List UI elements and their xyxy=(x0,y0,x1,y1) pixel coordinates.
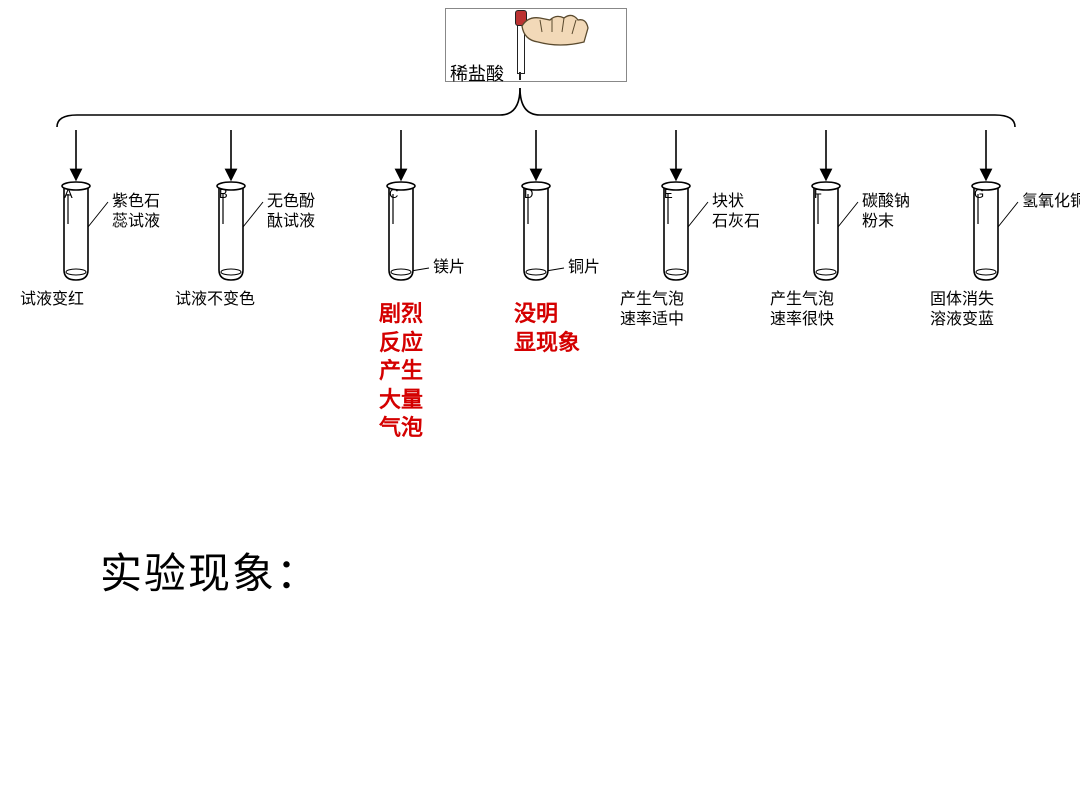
hand-icon xyxy=(520,12,590,48)
reagent-label-F: 碳酸钠 粉末 xyxy=(862,192,910,232)
dropper-label: 稀盐酸 xyxy=(450,60,504,86)
result-label-D: 没明 显现象 xyxy=(514,300,580,357)
tube-letter: E xyxy=(664,186,673,201)
reagent-label-D: 铜片 xyxy=(568,258,600,278)
test-tube-C: C xyxy=(385,180,417,284)
reagent-label-A: 紫色石 蕊试液 xyxy=(112,192,160,232)
reagent-label-G: 氢氧化铜 xyxy=(1022,192,1080,212)
result-label-B: 试液不变色 xyxy=(175,290,255,310)
result-label-E: 产生气泡 速率适中 xyxy=(620,290,684,330)
reagent-label-C: 镁片 xyxy=(433,258,465,278)
reagent-label-E: 块状 石灰石 xyxy=(712,192,760,232)
test-tube-G: G xyxy=(970,180,1002,284)
tube-letter: C xyxy=(389,186,398,201)
brace-and-arrows xyxy=(0,0,1080,810)
tube-letter: A xyxy=(64,186,73,201)
result-label-F: 产生气泡 速率很快 xyxy=(770,290,834,330)
result-label-G: 固体消失 溶液变蓝 xyxy=(930,290,994,330)
tube-letter: G xyxy=(974,186,984,201)
tube-letter: D xyxy=(524,186,533,201)
result-label-A: 试液变红 xyxy=(20,290,84,310)
test-tube-A: A xyxy=(60,180,92,284)
result-label-C: 剧烈 反应 产生 大量 气泡 xyxy=(379,300,423,443)
tube-letter: B xyxy=(219,186,228,201)
test-tube-F: F xyxy=(810,180,842,284)
diagram-stage: { "colors": { "bg": "#ffffff", "stroke":… xyxy=(0,0,1080,810)
test-tube-E: E xyxy=(660,180,692,284)
reagent-label-B: 无色酚 酞试液 xyxy=(267,192,315,232)
test-tube-B: B xyxy=(215,180,247,284)
tube-letter: F xyxy=(814,186,822,201)
test-tube-D: D xyxy=(520,180,552,284)
section-heading: 实验现象： xyxy=(100,540,320,601)
pipette-tip xyxy=(519,72,521,80)
